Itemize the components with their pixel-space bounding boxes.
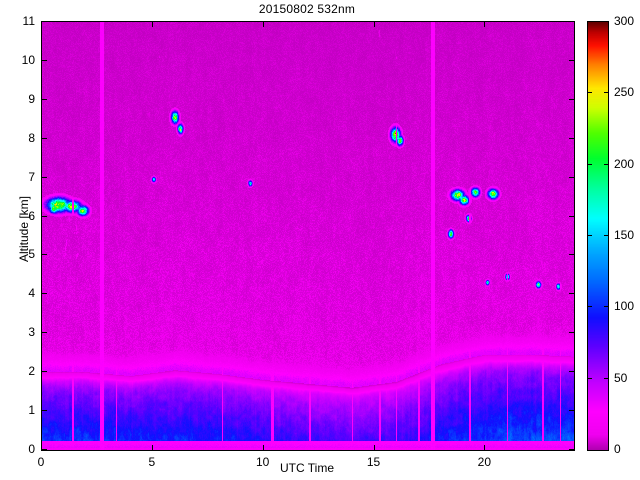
y-tick-mark-right xyxy=(569,177,574,178)
x-tick-mark-top xyxy=(374,22,375,27)
backscatter-heatmap xyxy=(42,22,574,450)
y-tick-mark-right xyxy=(569,99,574,100)
x-tick-label: 20 xyxy=(477,455,491,469)
colorbar-tick-mark-right xyxy=(604,235,608,236)
x-tick-mark-top xyxy=(41,22,42,27)
y-tick-label: 8 xyxy=(28,130,35,145)
colorbar-tick-mark-right xyxy=(604,92,608,93)
y-tick-mark xyxy=(42,410,47,411)
colorbar-tick-mark xyxy=(588,306,592,307)
x-tick-mark-top xyxy=(484,22,485,27)
y-axis-title: Altitude [km] xyxy=(17,195,31,263)
y-tick-mark xyxy=(42,449,47,450)
y-tick-label: 0 xyxy=(28,442,35,456)
y-tick-mark xyxy=(42,216,47,217)
y-tick-mark xyxy=(42,177,47,178)
y-tick-mark xyxy=(42,371,47,372)
y-tick-mark-right xyxy=(569,138,574,139)
y-tick-label: 7 xyxy=(28,169,35,184)
colorbar-gradient xyxy=(588,22,608,450)
y-tick-mark xyxy=(42,332,47,333)
colorbar-tick-label: 50 xyxy=(614,370,628,385)
y-tick-label: 9 xyxy=(28,91,35,106)
y-tick-mark-right xyxy=(569,254,574,255)
y-tick-label: 3 xyxy=(28,325,35,340)
colorbar-tick-mark xyxy=(588,235,592,236)
colorbar-tick-mark-right xyxy=(604,164,608,165)
plot-axes-area[interactable] xyxy=(41,21,575,451)
x-tick-mark xyxy=(41,445,42,450)
y-tick-mark-right xyxy=(569,371,574,372)
y-tick-mark-right xyxy=(569,449,574,450)
page-title: 20150802 532nm xyxy=(258,2,356,16)
x-tick-mark xyxy=(152,445,153,450)
y-tick-mark-right xyxy=(569,60,574,61)
x-tick-label: 15 xyxy=(366,455,381,469)
y-tick-label: 4 xyxy=(28,286,35,301)
colorbar-tick-label: 100 xyxy=(614,299,635,314)
x-tick-label: 5 xyxy=(148,455,156,469)
y-tick-mark xyxy=(42,293,47,294)
y-tick-label: 5 xyxy=(28,247,35,262)
y-tick-mark xyxy=(42,21,47,22)
x-tick-mark xyxy=(484,445,485,450)
colorbar-tick-mark-right xyxy=(604,378,608,379)
y-tick-label: 2 xyxy=(28,364,35,379)
colorbar-tick-mark-right xyxy=(604,306,608,307)
y-tick-mark-right xyxy=(569,216,574,217)
y-tick-mark-right xyxy=(569,21,574,22)
colorbar-tick-mark xyxy=(588,378,592,379)
y-tick-mark xyxy=(42,138,47,139)
y-tick-mark xyxy=(42,99,47,100)
y-tick-mark-right xyxy=(569,410,574,411)
x-tick-label: 0 xyxy=(37,455,45,469)
colorbar[interactable] xyxy=(587,21,609,451)
x-axis-title: UTC Time xyxy=(280,461,334,475)
colorbar-tick-label: 0 xyxy=(614,442,621,456)
x-tick-mark-top xyxy=(263,22,264,27)
colorbar-tick-mark xyxy=(588,92,592,93)
x-tick-label: 10 xyxy=(255,455,270,469)
colorbar-tick-label: 200 xyxy=(614,156,635,171)
x-tick-mark xyxy=(374,445,375,450)
y-tick-mark xyxy=(42,254,47,255)
y-tick-mark-right xyxy=(569,293,574,294)
y-tick-label: 10 xyxy=(21,52,35,67)
x-tick-mark-top xyxy=(152,22,153,27)
colorbar-tick-mark xyxy=(588,164,592,165)
colorbar-tick-label: 300 xyxy=(614,14,635,28)
y-tick-label: 6 xyxy=(28,208,35,223)
y-tick-mark xyxy=(42,60,47,61)
y-tick-mark-right xyxy=(569,332,574,333)
colorbar-tick-label: 150 xyxy=(614,228,635,242)
colorbar-tick-label: 250 xyxy=(614,85,635,100)
y-tick-label: 1 xyxy=(28,403,35,418)
x-tick-mark xyxy=(263,445,264,450)
y-tick-label: 11 xyxy=(22,14,35,28)
